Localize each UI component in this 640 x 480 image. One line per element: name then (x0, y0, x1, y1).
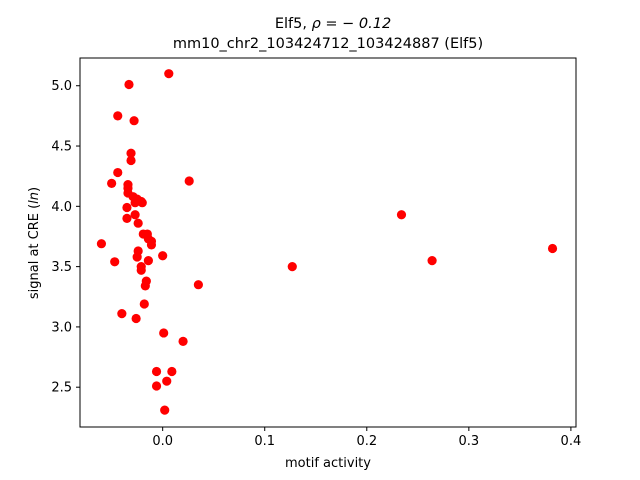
chart-title-line1: Elf5, ρ = − 0.12 (275, 16, 391, 32)
chart-title-line2: mm10_chr2_103424712_103424887 (Elf5) (173, 36, 483, 52)
data-points (96, 69, 558, 415)
data-point (129, 116, 139, 126)
data-point (167, 366, 177, 377)
y-tick-label: 3.0 (51, 320, 72, 335)
data-point (193, 280, 203, 290)
data-point (136, 265, 146, 275)
data-point (160, 405, 170, 415)
data-point (122, 202, 132, 213)
data-point (159, 328, 169, 338)
data-point (131, 313, 141, 324)
data-point (547, 243, 558, 254)
x-axis: 0.0 0.1 0.2 0.3 0.4 (152, 427, 581, 449)
data-point (184, 176, 194, 186)
y-tick-label: 4.0 (51, 200, 72, 215)
data-point (146, 240, 157, 250)
data-point (126, 155, 136, 166)
y-axis: 2.5 3.0 3.5 4.0 4.5 5.0 (51, 79, 80, 396)
data-point (143, 255, 153, 266)
data-point (107, 178, 117, 189)
y-tick-label: 5.0 (51, 79, 72, 94)
y-tick-label: 2.5 (51, 381, 72, 396)
plot-area-frame (79, 57, 577, 428)
data-point (130, 210, 140, 220)
data-point (136, 196, 146, 207)
data-point (122, 213, 132, 223)
data-point (151, 381, 162, 391)
data-point (396, 210, 407, 220)
x-tick-label: 0.2 (356, 434, 377, 449)
data-point (139, 299, 149, 309)
data-point (151, 366, 162, 377)
data-point (124, 79, 134, 90)
x-tick-label: 0.0 (152, 434, 173, 449)
x-tick-label: 0.3 (458, 434, 479, 449)
data-point (287, 262, 297, 272)
data-point (132, 252, 142, 262)
data-point (178, 336, 188, 346)
data-point (110, 257, 120, 267)
data-point (133, 218, 143, 228)
x-tick-label: 0.4 (561, 434, 582, 449)
y-axis-label: signal at CRE (ln) (27, 187, 42, 299)
data-point (162, 376, 172, 386)
y-tick-label: 4.5 (51, 140, 72, 155)
data-point (126, 148, 136, 158)
data-point (158, 251, 168, 261)
data-point (96, 239, 107, 249)
data-point (427, 255, 437, 266)
x-axis-label: motif activity (285, 456, 371, 471)
data-point (113, 167, 123, 178)
x-tick-label: 0.1 (254, 434, 275, 449)
y-tick-label: 3.5 (51, 260, 72, 275)
data-point (117, 309, 127, 319)
data-point (113, 111, 123, 121)
data-point (140, 281, 150, 291)
data-point (164, 69, 174, 79)
